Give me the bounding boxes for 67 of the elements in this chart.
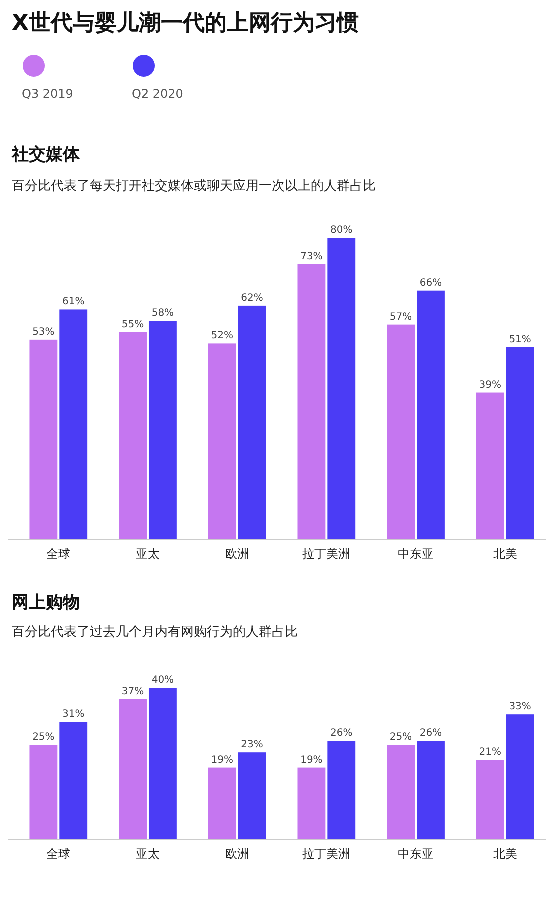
data-label: 73% bbox=[300, 251, 323, 262]
data-label: 26% bbox=[330, 728, 353, 740]
x-tick-label: 全球 bbox=[46, 547, 71, 561]
bar bbox=[119, 699, 147, 840]
bar bbox=[208, 344, 236, 540]
x-tick-label: 拉丁美洲 bbox=[302, 847, 351, 861]
data-label: 62% bbox=[241, 292, 264, 304]
data-label: 21% bbox=[479, 747, 502, 758]
data-label: 37% bbox=[122, 686, 144, 698]
chart-title: 网上购物 bbox=[12, 593, 80, 613]
x-tick-label: 北美 bbox=[493, 847, 518, 861]
bar bbox=[60, 310, 88, 540]
bar bbox=[298, 768, 326, 840]
data-label: 31% bbox=[62, 709, 85, 720]
bar bbox=[387, 745, 416, 840]
bar bbox=[119, 332, 147, 540]
bar bbox=[506, 347, 534, 540]
x-tick-label: 拉丁美洲 bbox=[302, 547, 351, 561]
x-tick-label: 欧洲 bbox=[225, 847, 250, 861]
x-tick-label: 全球 bbox=[46, 847, 71, 861]
text: X世代与婴儿潮一代的上网行为习惯 bbox=[12, 11, 359, 36]
bar bbox=[208, 768, 236, 840]
data-label: 26% bbox=[420, 728, 442, 740]
bar bbox=[30, 745, 58, 840]
bar bbox=[148, 688, 177, 840]
data-label: 80% bbox=[330, 225, 353, 236]
data-label: 58% bbox=[152, 308, 174, 320]
x-tick-label: 中东亚 bbox=[398, 847, 434, 861]
data-label: 40% bbox=[152, 675, 174, 686]
data-label: 55% bbox=[122, 319, 144, 330]
x-tick-label: 亚太 bbox=[136, 847, 160, 861]
bar bbox=[298, 264, 326, 540]
data-label: 53% bbox=[32, 326, 55, 338]
bar bbox=[476, 760, 504, 840]
data-label: 52% bbox=[211, 330, 234, 342]
bar bbox=[506, 714, 534, 840]
x-tick-label: 北美 bbox=[493, 547, 518, 561]
chart-title: 社交媒体 bbox=[11, 145, 81, 165]
legend-label: Q2 2020 bbox=[132, 87, 184, 101]
data-label: 23% bbox=[241, 740, 264, 751]
bar bbox=[238, 752, 266, 840]
data-label: 25% bbox=[390, 732, 412, 743]
bar bbox=[328, 238, 356, 540]
chart-subtitle: 百分比代表了每天打开社交媒体或聊天应用一次以上的人群占比 bbox=[12, 178, 376, 194]
bar bbox=[387, 324, 416, 540]
bar bbox=[30, 340, 58, 540]
data-label: 39% bbox=[479, 380, 502, 391]
data-label: 51% bbox=[509, 334, 532, 346]
data-label: 33% bbox=[509, 702, 532, 713]
legend-label: Q3 2019 bbox=[22, 87, 74, 101]
bar bbox=[417, 741, 445, 840]
bar bbox=[148, 321, 177, 540]
bar bbox=[417, 290, 445, 540]
chart-subtitle: 百分比代表了过去几个月内有网购行为的人群占比 bbox=[12, 625, 298, 640]
data-label: 25% bbox=[32, 732, 55, 743]
bar bbox=[238, 306, 266, 540]
data-label: 61% bbox=[62, 296, 85, 308]
data-label: 66% bbox=[420, 278, 442, 289]
x-tick-label: 中东亚 bbox=[398, 547, 434, 561]
bar bbox=[476, 392, 504, 540]
bar bbox=[328, 741, 356, 840]
bar bbox=[60, 722, 88, 840]
data-label: 57% bbox=[390, 312, 412, 323]
x-tick-label: 欧洲 bbox=[225, 547, 250, 561]
data-label: 19% bbox=[300, 754, 323, 766]
x-tick-label: 亚太 bbox=[136, 547, 160, 561]
data-label: 19% bbox=[211, 754, 234, 766]
